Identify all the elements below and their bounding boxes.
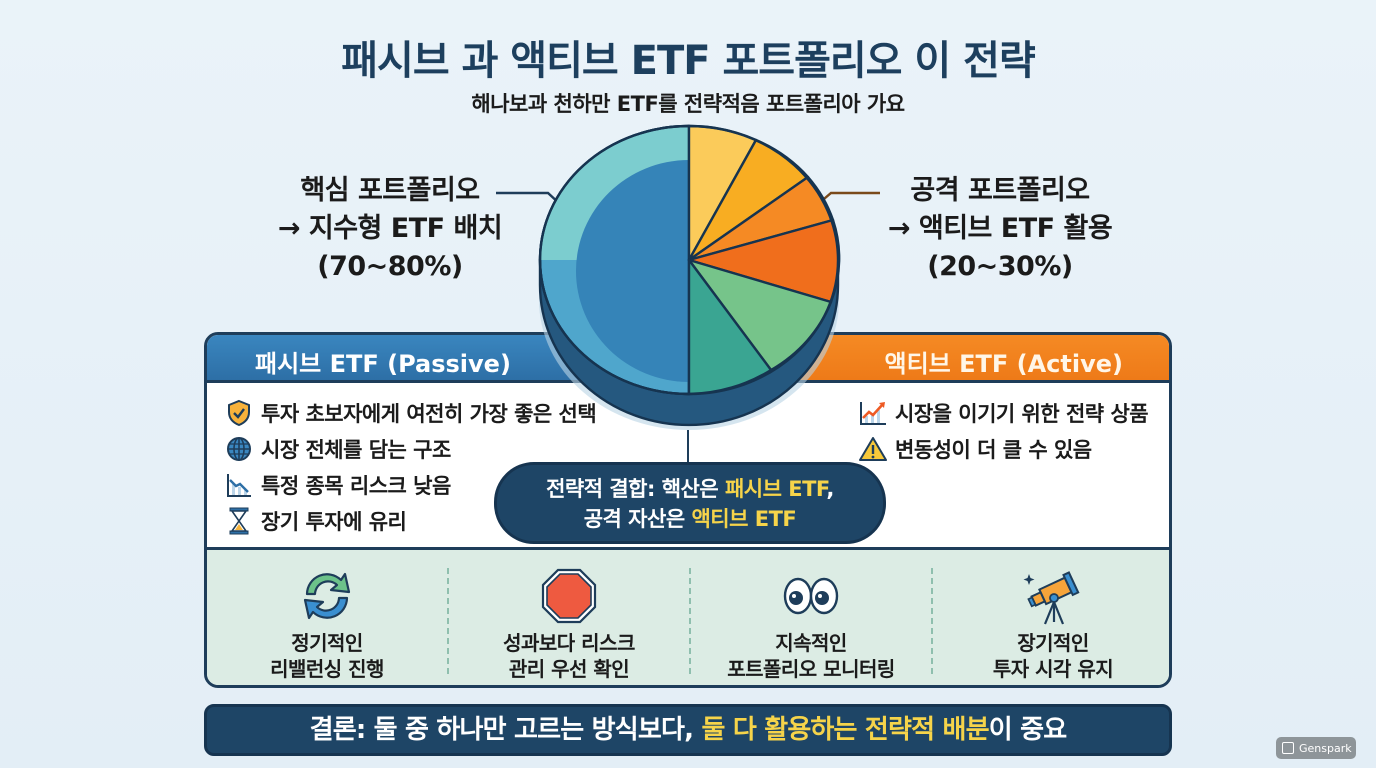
attack-portfolio-callout: 공격 포트폴리오 → 액티브 ETF 활용 (20~30%) [860, 172, 1140, 286]
core-callout-range: (70~80%) [317, 251, 463, 282]
pie-graphic [538, 124, 841, 430]
core-callout-title: 핵심 포트폴리오 [300, 175, 480, 206]
tip-line: 포트폴리오 모니터링 [727, 657, 895, 681]
active-feature-list: 시장을 이기기 위한 전략 상품 변동성이 더 클 수 있음 [859, 395, 1149, 467]
passive-highlight: 패시브 ETF [724, 477, 827, 501]
tip-risk-management: 성과보다 리스크 관리 우선 확인 [449, 550, 689, 685]
chart-up-icon [859, 399, 887, 427]
page-subtitle: 해나보과 천하만 ETF를 전략적음 포트폴리아 가요 [471, 92, 905, 116]
allocation-pie-chart [528, 120, 850, 440]
list-item: 시장을 이기기 위한 전략 상품 [859, 395, 1149, 431]
passive-feature-list: 투자 초보자에게 여전히 가장 좋은 선택 시장 전체를 담는 구조 특정 종목… [225, 395, 597, 539]
globe-icon [225, 435, 253, 463]
tip-line: 정기적인 [291, 631, 363, 655]
active-header-label: 액티브 ETF (Active) [884, 350, 1123, 378]
list-item: 변동성이 더 클 수 있음 [859, 431, 1148, 467]
shield-check-icon [225, 399, 253, 427]
divider [447, 568, 449, 674]
attack-callout-title: 공격 포트폴리오 [910, 175, 1090, 206]
list-item: 시장 전체를 담는 구조 [225, 431, 596, 467]
conclusion-highlight: 둘 다 활용하는 전략적 배분 [701, 715, 989, 745]
warning-icon [859, 435, 887, 463]
tip-line: 지속적인 [775, 631, 847, 655]
refresh-icon [295, 564, 359, 628]
page-title: 패시브 과 액티브 ETF 포트폴리오 이 전략 [341, 38, 1036, 84]
divider [689, 568, 691, 674]
strategy-combination-badge: 전략적 결합: 핵산은 패시브 ETF, 공격 자산은 액티브 ETF [494, 462, 886, 544]
tip-line: 장기적인 [1017, 631, 1089, 655]
conclusion-banner: 결론: 둘 중 하나만 고르는 방식보다, 둘 다 활용하는 전략적 배분이 중… [204, 704, 1172, 756]
list-item: 투자 초보자에게 여전히 가장 좋은 선택 [225, 395, 597, 431]
tips-strip: 정기적인 리밸런싱 진행 성과보다 리스크 관리 우선 확인 지속적인 포트폴리… [207, 547, 1169, 685]
chart-down-icon [225, 471, 253, 499]
tip-line: 관리 우선 확인 [508, 657, 630, 681]
passive-header-label: 패시브 ETF (Passive) [255, 350, 511, 378]
tip-line: 리밸런싱 진행 [270, 657, 384, 681]
core-callout-desc: → 지수형 ETF 배치 [277, 213, 503, 244]
tip-long-term: 장기적인 투자 시각 유지 [933, 550, 1169, 685]
eyes-icon [779, 564, 843, 628]
tip-line: 성과보다 리스크 [503, 631, 635, 655]
tip-monitoring: 지속적인 포트폴리오 모니터링 [691, 550, 931, 685]
hourglass-icon [225, 507, 253, 535]
list-item: 특정 종목 리스크 낮음 [225, 467, 596, 503]
sparkle-icon [1282, 742, 1294, 754]
list-item: 장기 투자에 유리 [225, 503, 596, 539]
tip-line: 투자 시각 유지 [992, 657, 1114, 681]
tip-rebalancing: 정기적인 리밸런싱 진행 [207, 550, 447, 685]
attack-callout-desc: → 액티브 ETF 활용 [887, 213, 1113, 244]
stop-sign-icon [537, 564, 601, 628]
divider [931, 568, 933, 674]
genspark-watermark[interactable]: Genspark [1276, 737, 1356, 759]
active-highlight: 액티브 ETF [691, 507, 797, 531]
telescope-icon [1021, 564, 1085, 628]
core-portfolio-callout: 핵심 포트폴리오 → 지수형 ETF 배치 (70~80%) [240, 172, 540, 286]
attack-callout-range: (20~30%) [927, 251, 1073, 282]
